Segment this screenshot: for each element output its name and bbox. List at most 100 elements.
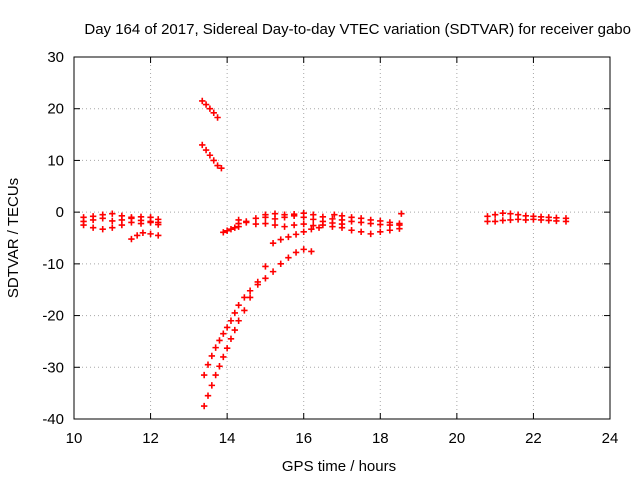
- data-point: [262, 220, 269, 227]
- data-point: [252, 215, 260, 222]
- data-point: [204, 361, 212, 368]
- data-point: [310, 216, 317, 223]
- data-point: [133, 232, 141, 239]
- point-series-5: [199, 97, 221, 121]
- data-point: [208, 352, 216, 360]
- data-point: [499, 217, 506, 224]
- data-point: [118, 216, 126, 224]
- data-point: [109, 210, 116, 217]
- data-point: [252, 220, 260, 228]
- x-tick-label: 14: [219, 430, 236, 447]
- data-point: [223, 324, 231, 331]
- data-point: [331, 211, 338, 218]
- data-point: [300, 220, 307, 228]
- data-point: [277, 236, 284, 243]
- data-point: [484, 218, 491, 225]
- data-point: [308, 248, 315, 255]
- point-series-8: [200, 263, 269, 410]
- point-series-15: [398, 210, 405, 217]
- y-tick-label: -30: [42, 359, 64, 376]
- data-point: [246, 287, 254, 294]
- data-point: [271, 221, 279, 229]
- data-point: [300, 214, 307, 221]
- data-point: [285, 233, 292, 241]
- x-tick-label: 12: [142, 430, 159, 447]
- data-point: [223, 344, 231, 352]
- data-point: [281, 223, 288, 230]
- data-point: [290, 221, 298, 229]
- data-point: [396, 220, 403, 227]
- data-point: [315, 224, 323, 231]
- data-point: [128, 235, 135, 243]
- data-point: [246, 294, 254, 301]
- data-point: [80, 218, 87, 225]
- x-axis-label: GPS time / hours: [282, 458, 396, 475]
- x-tick-label: 20: [449, 430, 466, 447]
- data-point: [216, 363, 223, 370]
- y-tick-label: -40: [42, 411, 64, 428]
- data-point: [223, 227, 231, 234]
- data-point: [199, 97, 206, 105]
- y-tick-label: 30: [47, 49, 64, 66]
- data-point: [507, 216, 514, 224]
- data-point: [269, 239, 277, 247]
- data-point: [537, 216, 545, 224]
- data-point: [231, 224, 238, 231]
- data-point: [199, 141, 206, 149]
- data-point: [204, 392, 212, 399]
- point-series-4: [128, 229, 162, 243]
- data-point: [377, 228, 384, 235]
- data-point: [499, 209, 506, 217]
- data-point: [310, 222, 317, 229]
- data-point: [491, 218, 499, 225]
- data-point: [522, 216, 529, 224]
- data-point: [227, 226, 235, 233]
- data-point: [89, 216, 97, 224]
- data-point: [377, 217, 384, 225]
- data-point: [367, 230, 374, 238]
- data-point: [220, 229, 227, 236]
- y-tick-label: -20: [42, 308, 64, 325]
- x-tick-label: 18: [372, 430, 389, 447]
- data-point: [147, 218, 154, 225]
- y-tick-label: 20: [47, 101, 64, 118]
- data-point: [271, 215, 279, 223]
- data-point: [348, 214, 355, 221]
- data-point: [218, 164, 225, 172]
- data-point: [220, 353, 227, 361]
- data-point: [200, 371, 208, 379]
- data-point: [89, 224, 97, 231]
- data-point: [206, 152, 214, 159]
- x-tick-label: 10: [66, 430, 83, 447]
- data-point: [386, 227, 394, 234]
- point-series-7: [200, 246, 315, 379]
- data-point: [262, 275, 269, 282]
- data-point: [553, 217, 560, 225]
- data-point: [348, 227, 355, 234]
- data-point: [212, 344, 219, 351]
- data-point: [262, 214, 269, 221]
- point-series-2: [80, 219, 162, 233]
- data-point: [155, 232, 162, 239]
- data-point: [367, 216, 374, 224]
- data-point: [109, 217, 116, 225]
- data-point: [241, 294, 248, 301]
- data-point: [202, 101, 210, 108]
- y-tick-label: 10: [47, 152, 64, 169]
- data-point: [235, 302, 242, 309]
- data-point: [128, 214, 135, 221]
- data-point: [491, 211, 499, 218]
- point-series-3: [80, 214, 162, 226]
- y-axis-label: SDTVAR / TECUs: [5, 178, 22, 298]
- data-point: [308, 226, 315, 233]
- x-tick-label: 24: [602, 430, 619, 447]
- data-point: [235, 216, 242, 224]
- point-series-14: [331, 211, 403, 227]
- data-point: [99, 226, 106, 233]
- data-point: [285, 254, 292, 261]
- data-point: [241, 307, 248, 314]
- data-point: [231, 326, 238, 334]
- data-point: [139, 229, 147, 237]
- data-point: [231, 309, 238, 317]
